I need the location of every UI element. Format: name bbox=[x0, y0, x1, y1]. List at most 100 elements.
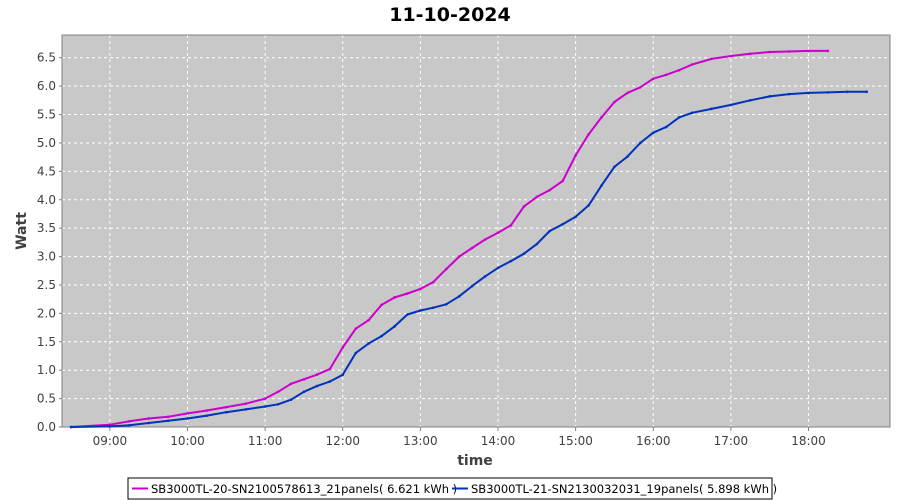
x-axis-label: time bbox=[457, 453, 493, 469]
series-1-point bbox=[748, 52, 752, 56]
series-2-point bbox=[768, 95, 771, 98]
series-2-point bbox=[613, 165, 616, 169]
series-1-point bbox=[302, 377, 306, 381]
x-tick-label: 15:00 bbox=[558, 434, 593, 448]
series-1-point bbox=[522, 205, 526, 208]
series-2-point bbox=[865, 90, 869, 94]
y-tick-label: 3.5 bbox=[37, 221, 56, 235]
series-2-point bbox=[205, 414, 209, 417]
y-tick-label: 1.5 bbox=[37, 335, 56, 349]
series-1-point bbox=[548, 188, 552, 192]
plot-border bbox=[61, 34, 891, 428]
series-1-point bbox=[710, 57, 713, 61]
series-2-point bbox=[225, 410, 228, 414]
series-1-point bbox=[367, 318, 370, 322]
series-1-point bbox=[768, 50, 771, 54]
series-1-point bbox=[690, 63, 694, 66]
series-2-point bbox=[166, 419, 170, 423]
series-2-point bbox=[710, 107, 713, 111]
series-2-point bbox=[354, 351, 357, 355]
series-2-point bbox=[826, 91, 830, 94]
series-2-point bbox=[496, 266, 500, 270]
series-2-point bbox=[548, 229, 552, 233]
y-tick-label: 2.5 bbox=[37, 278, 56, 292]
series-2-point bbox=[289, 398, 293, 402]
series-2-point bbox=[651, 131, 655, 135]
series-2-point bbox=[626, 155, 629, 158]
series-2-point bbox=[807, 91, 810, 95]
series-2-point bbox=[690, 111, 694, 115]
series-1-point bbox=[263, 397, 267, 400]
series-1-point bbox=[205, 409, 209, 412]
series-1-point bbox=[289, 382, 293, 386]
series-2-point bbox=[419, 309, 422, 312]
series-1-point bbox=[677, 68, 681, 72]
series-2-point bbox=[147, 421, 150, 425]
y-tick-label: 6.5 bbox=[37, 51, 56, 65]
x-tick-label: 12:00 bbox=[325, 434, 360, 448]
series-2-point bbox=[244, 408, 248, 411]
series-2-point bbox=[470, 284, 474, 288]
legend-label-1: SB3000TL-20-SN2100578613_21panels( 6.621… bbox=[151, 482, 457, 496]
series-1-point bbox=[535, 195, 539, 199]
x-tick-label: 11:00 bbox=[248, 434, 283, 448]
x-tick-label: 10:00 bbox=[170, 434, 205, 448]
series-1-point bbox=[574, 154, 577, 157]
series-2-point bbox=[127, 423, 131, 427]
y-tick-label: 4.5 bbox=[37, 164, 56, 178]
series-2-point bbox=[186, 417, 189, 420]
series-1-point bbox=[509, 224, 513, 227]
y-tick-label: 5.5 bbox=[37, 108, 56, 122]
legend: SB3000TL-20-SN2100578613_21panels( 6.621… bbox=[127, 477, 777, 500]
series-2-point bbox=[328, 380, 332, 383]
legend-box bbox=[127, 477, 773, 500]
series-1-point bbox=[613, 100, 616, 104]
series-1-point bbox=[664, 73, 668, 77]
series-1-point bbox=[626, 91, 629, 95]
y-axis-label: Watt bbox=[14, 212, 30, 250]
series-2-point bbox=[302, 390, 306, 394]
series-1-point bbox=[729, 54, 733, 58]
series-1-point bbox=[587, 133, 590, 136]
series-2-point bbox=[367, 342, 370, 345]
x-tick-label: 18:00 bbox=[791, 434, 826, 448]
series-2-point bbox=[483, 275, 487, 278]
series-2-point bbox=[748, 99, 752, 102]
grid-lines bbox=[62, 35, 890, 428]
series-2-point bbox=[535, 242, 539, 246]
axes bbox=[59, 34, 891, 431]
series-2-point bbox=[380, 334, 383, 338]
series-1-point bbox=[639, 85, 642, 89]
series-1-point bbox=[393, 296, 396, 299]
series-line-2 bbox=[71, 90, 867, 428]
series-2-point bbox=[393, 325, 396, 328]
series-2-point bbox=[108, 425, 112, 428]
series-1-point bbox=[406, 292, 409, 295]
series-2-point bbox=[787, 92, 791, 96]
series-1-point bbox=[328, 367, 332, 371]
series-2-point bbox=[561, 222, 564, 226]
series-2-point bbox=[276, 402, 280, 406]
series-2-point bbox=[664, 125, 668, 129]
series-1-point bbox=[127, 420, 131, 423]
series-1-point bbox=[807, 49, 810, 53]
series-1-point bbox=[444, 267, 448, 271]
series-2-point bbox=[587, 204, 590, 207]
y-tick-label: 6.0 bbox=[37, 79, 56, 93]
series-2-point bbox=[677, 116, 681, 119]
y-tick-label: 1.0 bbox=[37, 363, 56, 377]
x-tick-label: 17:00 bbox=[714, 434, 749, 448]
y-tick-label: 3.0 bbox=[37, 250, 56, 264]
y-tick-label: 0.5 bbox=[37, 392, 56, 406]
series-2-point bbox=[729, 103, 733, 107]
series-1-point bbox=[354, 327, 357, 331]
chart-title: 11-10-2024 bbox=[389, 4, 511, 26]
series-1-point bbox=[166, 415, 170, 419]
y-tick-label: 2.0 bbox=[37, 306, 56, 320]
series-1-point bbox=[600, 116, 603, 119]
series-2-point bbox=[263, 405, 267, 408]
series-line-1 bbox=[71, 49, 828, 428]
series-2-point bbox=[639, 141, 642, 145]
series-2-point bbox=[315, 384, 319, 388]
